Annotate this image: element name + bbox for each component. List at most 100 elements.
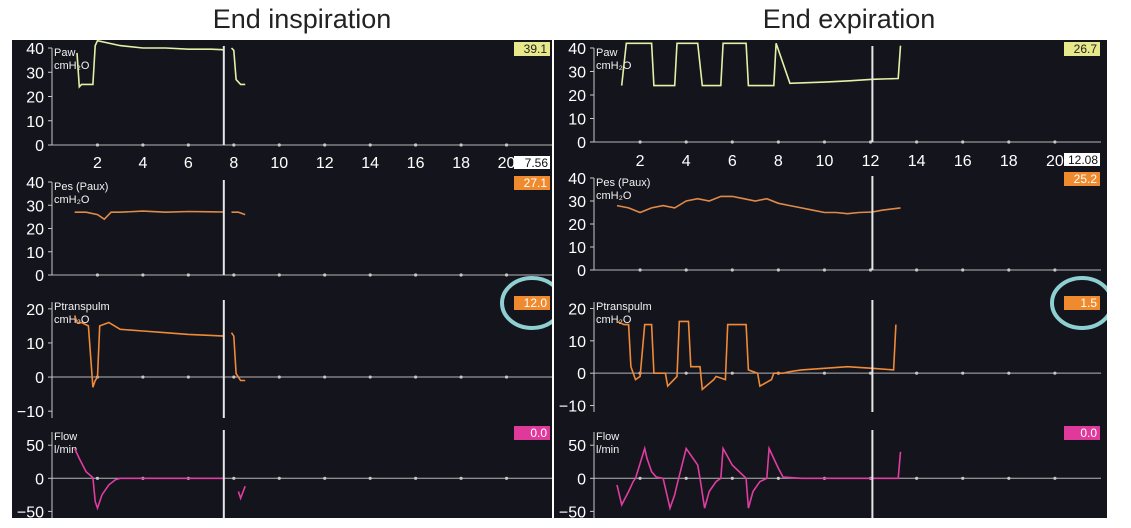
zero-line-dot	[1007, 371, 1011, 375]
zero-line-dot	[868, 268, 873, 272]
value-badge-label: 25.2	[1074, 172, 1098, 186]
zero-line-dot	[915, 371, 919, 375]
zero-line-dot	[186, 273, 190, 277]
y-tick-label: 0	[35, 370, 44, 387]
x-tick-label: 4	[138, 155, 147, 172]
y-tick-label: 10	[568, 112, 586, 129]
zero-line-dot	[141, 273, 145, 277]
zero-line-dot	[868, 371, 873, 375]
zero-line-dot	[459, 476, 463, 480]
track-label: cmH₂O	[54, 194, 90, 206]
y-tick-label: 0	[577, 366, 586, 383]
value-badge	[514, 426, 550, 440]
y-tick-label: 20	[568, 88, 586, 105]
y-tick-label: 50	[568, 438, 586, 455]
zero-line-dot	[368, 375, 372, 379]
zero-line-dot	[730, 371, 734, 375]
zero-line-dot	[961, 268, 965, 272]
x-tick-label: 14	[361, 155, 379, 172]
y-tick-label: 30	[568, 65, 586, 82]
x-tick-label: 18	[1000, 153, 1018, 170]
track-label: Ptranspulm	[54, 301, 110, 313]
zero-line-dot	[277, 476, 281, 480]
zero-line-dot	[961, 371, 965, 375]
zero-line-dot	[277, 143, 281, 147]
zero-line-dot	[504, 143, 509, 147]
zero-line-dot	[730, 268, 734, 272]
zero-line-dot	[915, 268, 919, 272]
zero-line-dot	[504, 273, 509, 277]
y-tick-label: 50	[26, 438, 44, 455]
end-inspiration-panel: 2 4 6 8 10 12 14 16 18 20 7.56 40 30 20 10 0 Paw cmH₂O 39.…	[12, 40, 552, 518]
series-flow	[616, 445, 902, 511]
track-label: Paw	[54, 47, 75, 59]
zero-line-dot	[868, 140, 873, 144]
zero-line-dot	[323, 476, 327, 480]
right-panel-title: End expiration	[762, 4, 936, 34]
y-tick-label: −10	[559, 399, 586, 416]
track-label: Pes (Paux)	[54, 181, 108, 193]
zero-line-dot	[368, 143, 372, 147]
time-readout-badge	[514, 156, 550, 169]
track-pes: 40 30 20 10 0 Pes (Paux)cmH₂O 25.2	[568, 171, 1101, 280]
zero-line-dot	[186, 375, 190, 379]
series-paw-tail	[230, 47, 246, 86]
zero-line-dot	[915, 140, 919, 144]
x-tick-label: 2	[636, 153, 645, 170]
y-tick-label: 40	[26, 175, 44, 192]
value-badge	[514, 176, 550, 190]
zero-line-dot	[684, 268, 688, 272]
x-tick-label: 12	[316, 155, 334, 172]
x-tick-label: 12	[862, 153, 880, 170]
value-badge	[1064, 426, 1100, 440]
y-tick-label: 10	[568, 240, 586, 257]
track-label: Flow	[596, 431, 619, 443]
y-tick-label: 40	[568, 171, 586, 188]
y-tick-label: 10	[26, 245, 44, 262]
series-flow-tail	[237, 485, 246, 501]
zero-line-dot	[1007, 140, 1011, 144]
value-badge-label: 26.7	[1074, 42, 1098, 56]
track-label: Pes (Paux)	[596, 177, 650, 189]
y-tick-label: 0	[577, 263, 586, 280]
end-expiration-chart: 2 4 6 8 10 12 14 16 18 20 12.08403020100PawcmH₂O26…	[559, 41, 1107, 518]
zero-line-dot	[776, 476, 780, 480]
value-badge	[1064, 296, 1100, 310]
y-tick-label: −10	[17, 404, 44, 421]
y-tick-label: 0	[35, 138, 44, 155]
zero-line-dot	[638, 140, 642, 144]
y-tick-label: 30	[568, 194, 586, 211]
y-tick-label: 10	[26, 114, 44, 131]
value-badge-label: 1.5	[1080, 296, 1097, 310]
y-tick-label: 20	[26, 222, 44, 239]
zero-line-dot	[277, 375, 281, 379]
zero-line-dot	[459, 143, 463, 147]
x-tick-label: 14	[908, 153, 926, 170]
track-label: l/min	[596, 444, 619, 456]
y-tick-label: 0	[577, 135, 586, 152]
zero-line-dot	[414, 476, 418, 480]
track-pes: 40 30 20 10 0 Pes (Paux)cmH₂O 27.1	[26, 175, 552, 285]
x-tick-label: 20	[1046, 153, 1064, 170]
end-expiration-panel: 2 4 6 8 10 12 14 16 18 20 12.08 40 30 20 10 0 Paw cmH₂O 26…	[554, 40, 1107, 518]
zero-line-dot	[95, 143, 100, 147]
value-badge	[1064, 42, 1100, 56]
series-flow	[73, 448, 224, 511]
zero-line-dot	[1053, 140, 1057, 144]
time-readout-value: 12.08	[1068, 153, 1098, 167]
zero-line-dot	[730, 476, 734, 480]
zero-line-dot	[323, 143, 327, 147]
zero-line-dot	[822, 140, 827, 144]
series-ptranspulm	[73, 315, 224, 388]
zero-line-dot	[232, 375, 236, 379]
zero-line-dot	[1007, 476, 1011, 480]
end-inspiration-chart: 2 4 6 8 10 12 14 16 18 20 7.56403020100PawcmH₂O39.…	[17, 40, 552, 518]
value-badge	[514, 296, 550, 310]
zero-line-dot	[638, 476, 642, 480]
zero-line-dot	[95, 273, 100, 277]
series-paw	[620, 42, 902, 87]
zero-line-dot	[684, 371, 688, 375]
y-tick-label: 0	[35, 471, 44, 488]
